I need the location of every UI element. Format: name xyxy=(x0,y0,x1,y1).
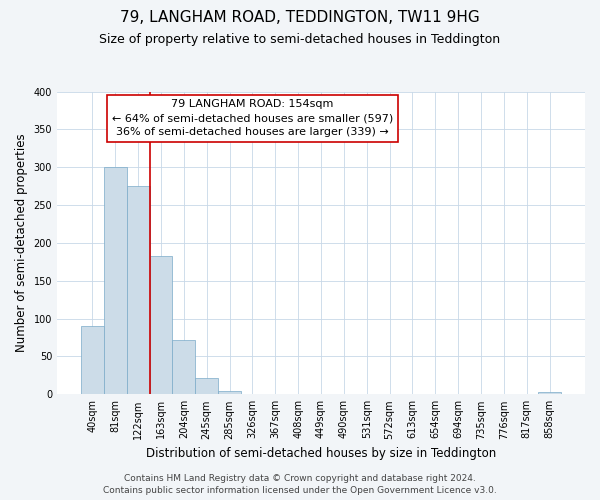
Bar xyxy=(149,256,172,394)
Bar xyxy=(218,390,241,394)
Text: 79, LANGHAM ROAD, TEDDINGTON, TW11 9HG: 79, LANGHAM ROAD, TEDDINGTON, TW11 9HG xyxy=(120,10,480,25)
Bar xyxy=(196,378,218,394)
Bar xyxy=(104,167,127,394)
Text: Size of property relative to semi-detached houses in Teddington: Size of property relative to semi-detach… xyxy=(100,32,500,46)
Text: 79 LANGHAM ROAD: 154sqm
← 64% of semi-detached houses are smaller (597)
36% of s: 79 LANGHAM ROAD: 154sqm ← 64% of semi-de… xyxy=(112,99,393,137)
Bar xyxy=(172,340,196,394)
Text: Contains HM Land Registry data © Crown copyright and database right 2024.
Contai: Contains HM Land Registry data © Crown c… xyxy=(103,474,497,495)
Y-axis label: Number of semi-detached properties: Number of semi-detached properties xyxy=(15,134,28,352)
X-axis label: Distribution of semi-detached houses by size in Teddington: Distribution of semi-detached houses by … xyxy=(146,447,496,460)
Bar xyxy=(127,186,149,394)
Bar xyxy=(538,392,561,394)
Bar xyxy=(81,326,104,394)
